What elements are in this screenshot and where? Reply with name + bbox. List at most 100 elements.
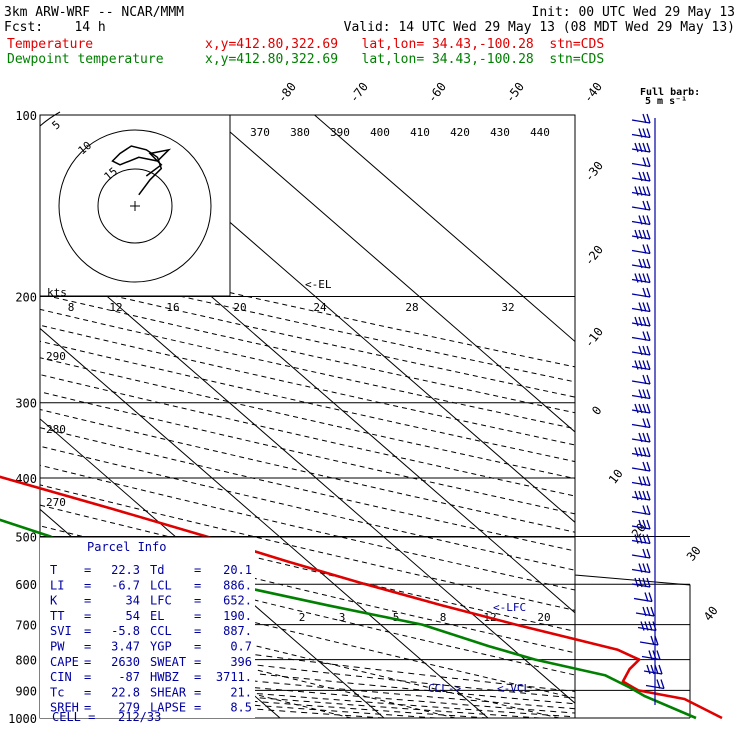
svg-text:=: = [194,609,201,623]
skew-temp-label: 30 [684,544,704,564]
hodo-speed-label: 8 [68,301,75,314]
theta-label-left: 290 [46,350,66,363]
parcel-value: 279 [118,701,140,715]
skew-temp-label: 40 [701,604,721,624]
parcel-label: PW [50,640,65,654]
theta-label: 440 [530,126,550,139]
pressure-tick-label: 700 [15,619,37,633]
parcel-label: T [50,563,57,577]
parcel-value: 652. [223,594,252,608]
pressure-tick-label: 500 [15,530,37,544]
theta-label: 390 [330,126,350,139]
hodo-speed-label: 24 [313,301,327,314]
skew-temp-label: -70 [347,80,371,106]
parcel-value: 396 [230,655,252,669]
parcel-label: SREH [50,701,79,715]
parcel-value: 0.7 [230,640,252,654]
pressure-tick-label: 100 [15,109,37,123]
svg-text:=: = [194,594,201,608]
hodograph-units: kts [47,286,67,299]
svg-text:=: = [84,624,91,638]
parcel-value: -87 [118,670,140,684]
svg-text:=: = [194,685,201,699]
parcel-label: Tc [50,685,64,699]
svg-text:=: = [194,578,201,592]
mixing-ratio-label: 5 [393,611,400,624]
parcel-value: 3711. [216,670,252,684]
hodo-speed-label: 32 [501,301,514,314]
svg-text:=: = [84,563,91,577]
barb-note: Full barb: [640,87,700,98]
theta-labels-left: 290 280 270 [46,350,66,509]
theta-label: 380 [290,126,310,139]
level-labels: <-EL <-LFC CCL-> <-VCL [305,278,530,695]
hodo-speed-label: 16 [166,301,179,314]
parcel-label: K [50,594,58,608]
legend-dewpoint-location: x,y=412.80,322.69 lat,lon= 34.43,-100.28… [205,52,604,67]
hodograph-ring-5 [97,168,173,244]
wind-profile: Full barb: 5 m s⁻¹ [631,87,700,705]
parcel-label: TT [50,609,64,623]
pressure-tick-label: 600 [15,578,37,592]
theta-label: 400 [370,126,390,139]
parcel-label: LAPSE [150,701,186,715]
valid-time: Valid: 14 UTC Wed 29 May 13 (08 MDT Wed … [344,20,735,35]
svg-text:=: = [84,640,91,654]
level-label: <-EL [305,278,332,291]
skew-temp-label: -50 [503,80,527,106]
pressure-tick-label: 900 [15,684,37,698]
init-time: Init: 00 UTC Wed 29 May 13 [532,5,736,20]
svg-text:=: = [84,670,91,684]
parcel-value: 2630 [111,655,140,669]
pressure-tick-label: 300 [15,397,37,411]
skew-temp-label: -30 [582,159,606,185]
parcel-label: YGP [150,640,172,654]
theta-label: 370 [250,126,270,139]
parcel-label: LCL [150,578,172,592]
parcel-value: 887. [223,624,252,638]
parcel-label: CIN [50,670,72,684]
level-label: <-LFC [493,601,526,614]
parcel-value: 22.3 [111,563,140,577]
skew-temp-label: 0 [589,403,604,417]
temperature-series [0,475,723,720]
parcel-label: SHEAR [150,685,187,699]
parcel-label: EL [150,609,164,623]
svg-text:=: = [84,685,91,699]
skew-temp-label: 10 [606,467,626,487]
parcel-label: LI [50,578,64,592]
forecast-hour: Fcst: 14 h [4,20,106,35]
svg-text:=: = [84,594,91,608]
parcel-value: 886. [223,578,252,592]
pressure-tick-label: 800 [15,654,37,668]
parcel-info-panel: Parcel Info T = 22.3 Td = 20.1 LI = -6.7 LCL = 886.… [40,536,575,724]
hodograph-speed-labels: 8 12 16 20 24 28 32 [68,301,515,314]
pressure-tick-label: 200 [15,291,37,305]
svg-text:=: = [84,609,91,623]
theta-label: 430 [490,126,510,139]
mixing-ratio-label: 20 [537,611,550,624]
parcel-value: 21. [230,685,252,699]
hodograph-trace [111,145,172,196]
parcel-value: 3.47 [111,640,140,654]
hodo-speed-label: 28 [405,301,418,314]
hodo-speed-label: 20 [233,301,246,314]
parcel-label: SVI [50,624,72,638]
mixing-ratio-label: 8 [440,611,447,624]
parcel-value: 190. [223,609,252,623]
parcel-label: Td [150,563,164,577]
skew-temp-label: 20 [629,521,649,541]
skew-temp-label: -40 [581,80,605,106]
barb-units: 5 m s⁻¹ [645,96,687,107]
theta-label-left: 280 [46,423,66,436]
skew-temperature-labels: -80 -70 -60 -50 -40 -30 -20 -10 0 10 20 30 40 [275,80,721,624]
mixing-ratio-label: 3 [339,611,346,624]
legend-dewpoint-label: Dewpoint temperature [7,52,164,67]
legend-temperature-label: Temperature [7,37,93,52]
skew-temp-label: -80 [275,80,299,106]
theta-label: 420 [450,126,470,139]
hodograph-ring-10 [58,129,212,283]
parcel-value: 22.8 [111,685,140,699]
